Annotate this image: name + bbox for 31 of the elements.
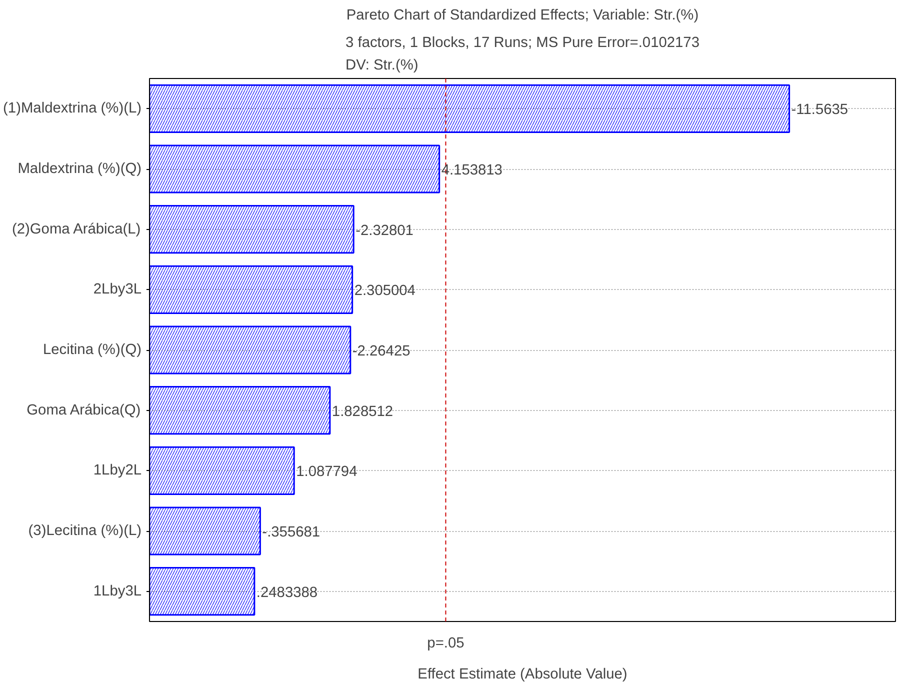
bar [150, 446, 295, 495]
bar [150, 326, 352, 374]
annotation: -2.26425 [352, 344, 410, 360]
bar [150, 506, 261, 556]
bar [150, 84, 790, 133]
y-tick-label: Maldextrina (%)(Q) [18, 161, 142, 177]
bar [150, 567, 256, 616]
y-tick-label: Goma Arábica(Q) [26, 402, 141, 418]
annotation: -11.5635 [791, 102, 848, 118]
y-tick-label: (1)Maldextrina (%)(L) [3, 100, 142, 117]
y-tick-label: Lecitina (%)(Q) [42, 342, 142, 358]
y-tick-label: 1Lby2L [93, 462, 142, 479]
y-tick-label: (3)Lecitina (%)(L) [28, 523, 142, 539]
annotation: 2.305004 [354, 283, 416, 300]
y-tick-label: (2)Goma Arábica(L) [12, 221, 141, 238]
bar [150, 386, 331, 435]
annotation: 1.828512 [332, 404, 394, 420]
annotation: -2.32801 [356, 222, 414, 239]
ref-line-label: p=.05 [427, 636, 464, 652]
annotation: .2483388 [256, 584, 318, 601]
chart-title: Pareto Chart of Standardized Effects; Variable: Str.(%) [346, 8, 699, 24]
bar [150, 265, 354, 314]
bar [150, 144, 440, 194]
x-axis-title: Effect Estimate (Absolute Value) [418, 666, 628, 682]
annotation: -.355681 [262, 524, 320, 540]
annotation: 1.087794 [296, 464, 358, 480]
annotation: 4.153813 [441, 162, 502, 178]
bar [150, 205, 354, 254]
y-tick-label: 1Lby3L [93, 583, 142, 600]
y-tick-label: 2Lby3L [93, 282, 142, 298]
chart-subtitle: 3 factors, 1 Blocks, 17 Runs; MS Pure Error=.0102173 DV: Str.(%) [346, 35, 700, 74]
